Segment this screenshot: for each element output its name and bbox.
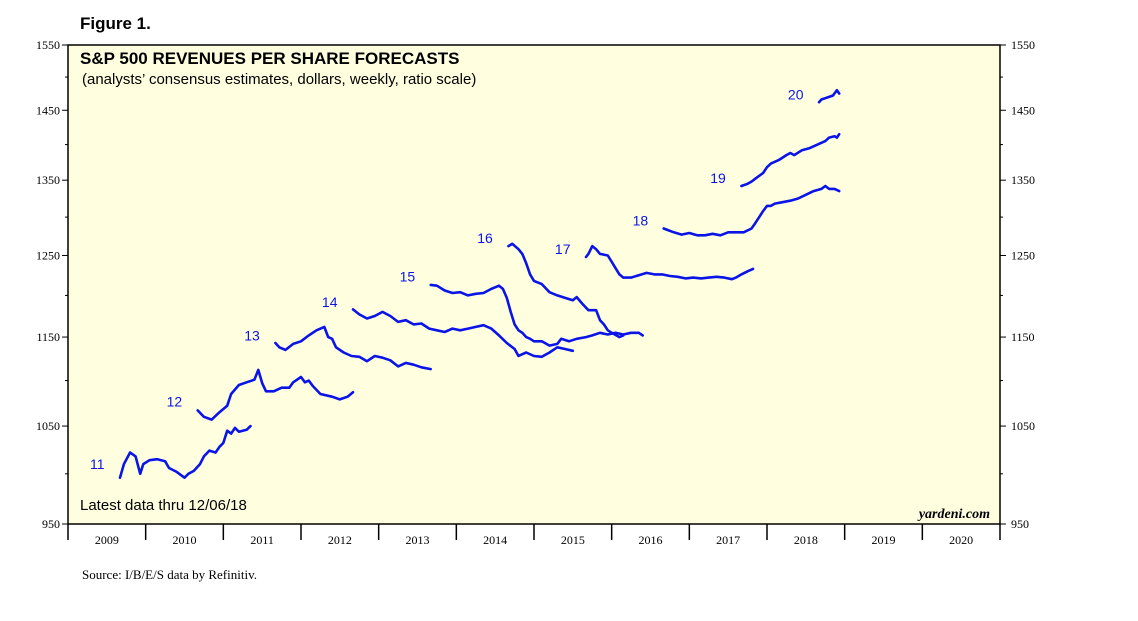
y-tick-label-right: 1150 <box>1011 330 1035 344</box>
brand-watermark: yardeni.com <box>917 507 990 522</box>
series-label-16: 16 <box>477 230 493 246</box>
latest-data-note: Latest data thru 12/06/18 <box>80 497 247 514</box>
series-lines <box>118 88 841 479</box>
x-year-label: 2019 <box>872 533 896 547</box>
y-axis-left: 950 1050 1150 1250 1350 1450 1550 <box>36 38 68 531</box>
y-tick-label-right: 1350 <box>1011 173 1035 187</box>
x-year-label: 2012 <box>328 533 352 547</box>
series-label-20: 20 <box>788 87 804 103</box>
series-label-15: 15 <box>400 269 416 285</box>
source-note: Source: I/B/E/S data by Refinitiv. <box>82 567 257 582</box>
series-line-19 <box>740 132 841 188</box>
y-axis-right: 950 1050 1150 1250 1350 1450 1550 <box>1000 38 1035 531</box>
series-line-15 <box>429 283 644 347</box>
y-tick-label-left: 1550 <box>36 38 60 52</box>
series-line-16 <box>507 242 625 339</box>
series-labels: 11 12 13 14 15 16 17 18 19 20 <box>90 87 804 472</box>
y-tick-label-left: 1450 <box>36 103 60 117</box>
x-year-label: 2011 <box>250 533 274 547</box>
x-year-label: 2018 <box>794 533 818 547</box>
y-tick-label-left: 1050 <box>36 419 60 433</box>
x-year-label: 2014 <box>483 533 507 547</box>
series-line-18 <box>662 184 841 237</box>
x-year-label: 2015 <box>561 533 585 547</box>
y-tick-label-left: 1250 <box>36 248 60 262</box>
y-tick-label-right: 1550 <box>1011 38 1035 52</box>
x-year-label: 2017 <box>716 533 740 547</box>
series-line-12 <box>196 368 355 421</box>
series-label-12: 12 <box>167 394 183 410</box>
chart-subtitle: (analysts’ consensus estimates, dollars,… <box>82 71 476 88</box>
x-year-label: 2010 <box>173 533 197 547</box>
series-line-17 <box>584 244 755 281</box>
y-tick-label-left: 1150 <box>36 330 60 344</box>
y-tick-label-right: 1450 <box>1011 103 1035 117</box>
series-line-14 <box>351 308 575 359</box>
x-year-label: 2020 <box>949 533 973 547</box>
series-label-17: 17 <box>555 241 571 257</box>
series-label-11: 11 <box>90 456 105 472</box>
x-axis: 2009 2010 2011 2012 2013 2014 2015 2016 2017 2018… <box>67 524 1001 547</box>
x-year-label: 2016 <box>639 533 663 547</box>
y-tick-label-right: 950 <box>1011 517 1029 531</box>
chart-title: S&P 500 REVENUES PER SHARE FORECASTS <box>80 49 459 68</box>
y-tick-label-left: 1350 <box>36 173 60 187</box>
series-label-14: 14 <box>322 294 338 310</box>
y-tick-label-right: 1250 <box>1011 248 1035 262</box>
figure-label: Figure 1. <box>80 14 151 33</box>
y-tick-label-left: 950 <box>42 517 60 531</box>
series-label-18: 18 <box>633 212 649 228</box>
y-tick-label-right: 1050 <box>1011 419 1035 433</box>
x-year-label: 2009 <box>95 533 119 547</box>
series-label-13: 13 <box>244 327 260 343</box>
series-label-19: 19 <box>710 170 726 186</box>
series-line-20 <box>817 88 841 104</box>
x-year-label: 2013 <box>406 533 430 547</box>
series-line-13 <box>274 325 432 371</box>
series-line-11 <box>118 424 252 479</box>
